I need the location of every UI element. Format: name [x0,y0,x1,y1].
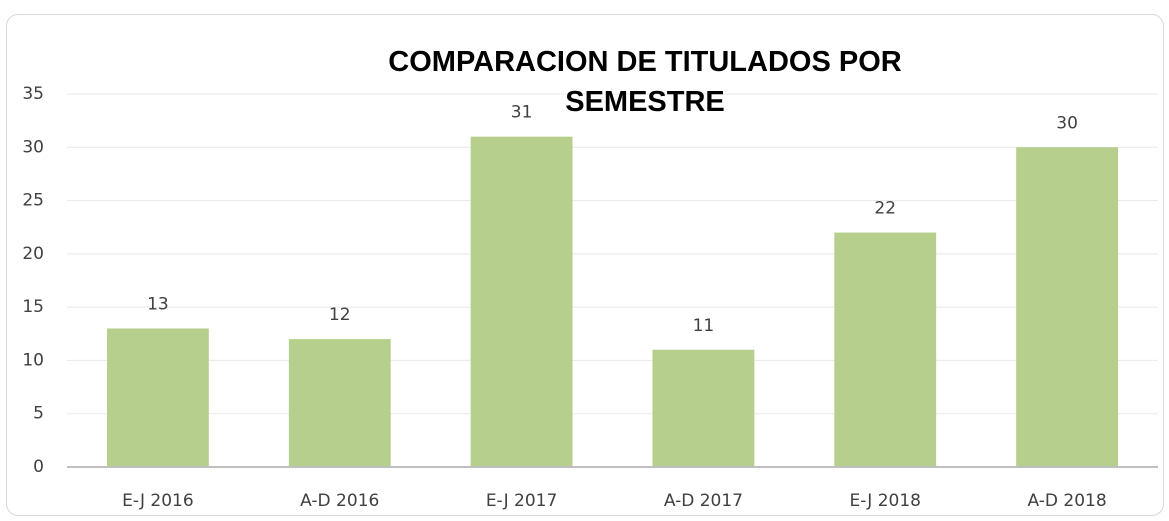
bar [1016,147,1118,468]
x-tick-label: E-J 2018 [849,491,921,511]
y-tick-label: 10 [22,350,44,370]
x-tick-label: A-D 2016 [300,491,379,511]
y-tick-label: 25 [22,191,44,211]
data-label: 30 [1056,113,1078,133]
x-tick-label: A-D 2017 [664,491,743,511]
y-tick-label: 0 [33,457,44,477]
data-label: 11 [693,316,715,336]
bar [652,349,755,467]
bar [107,328,209,467]
y-tick-label: 30 [22,137,44,157]
bar [288,339,391,467]
x-tick-label: E-J 2017 [486,491,558,511]
data-label: 22 [874,199,896,219]
y-tick-label: 35 [22,84,44,104]
x-tick-label: A-D 2018 [1028,491,1107,511]
chart-frame [6,14,1164,516]
x-tick-label: E-J 2016 [122,491,194,511]
y-tick-label: 15 [22,297,44,317]
data-label: 12 [329,305,351,325]
bar [470,136,573,467]
data-label: 13 [147,294,169,314]
y-tick-label: 20 [22,244,44,264]
data-label: 31 [511,103,533,123]
chart-title: COMPARACION DE TITULADOS POR SEMESTRE [388,46,902,118]
bar [834,232,937,467]
y-tick-label: 5 [33,404,44,424]
